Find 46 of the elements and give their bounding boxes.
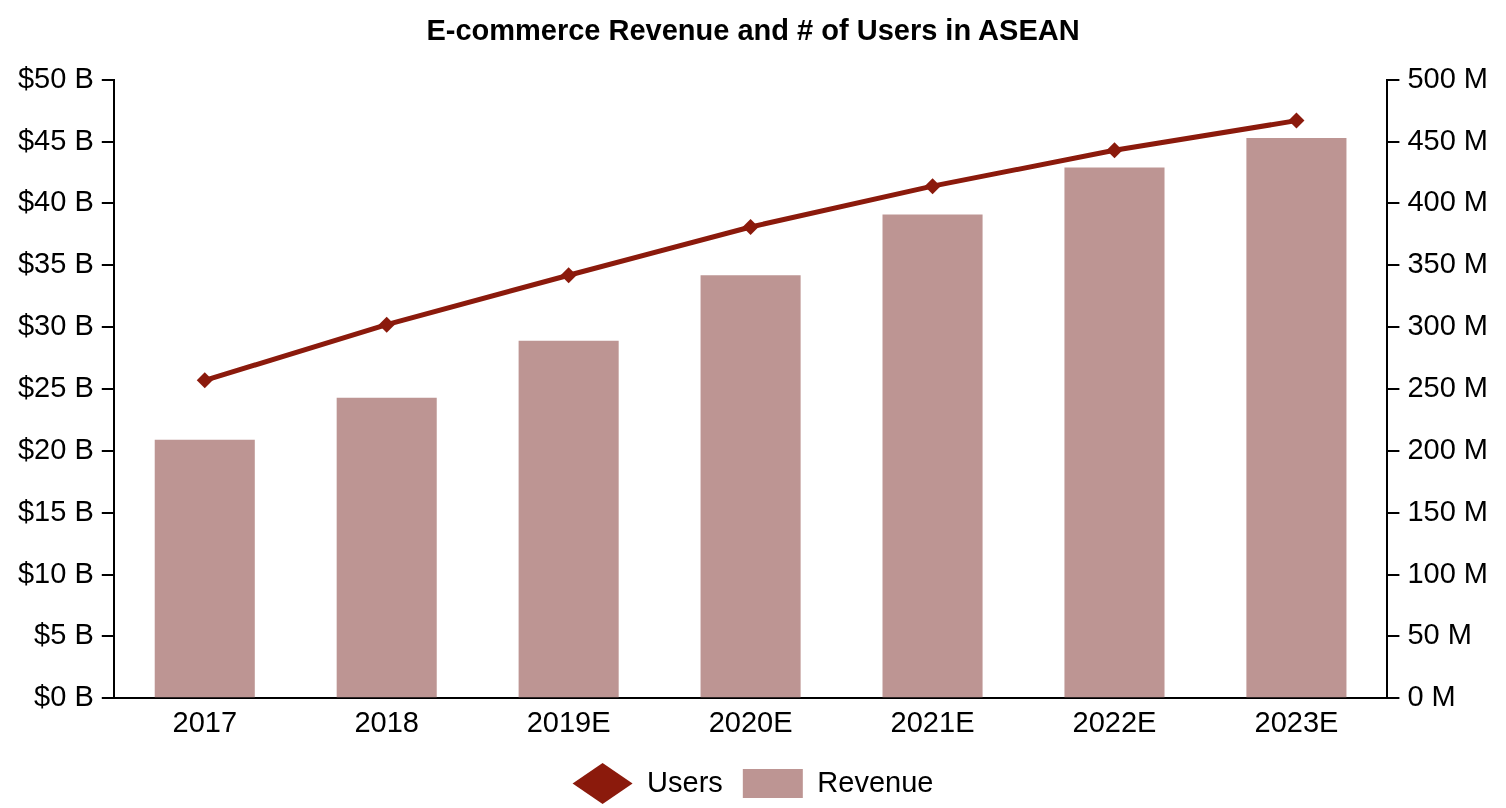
y-tick-label: $10 B	[17, 556, 94, 589]
y2-tick-label: 450 M	[1407, 123, 1489, 156]
bar	[154, 439, 255, 698]
y2-tick-label: 0 M	[1407, 680, 1456, 713]
chart-title: E-commerce Revenue and # of Users in ASEAN	[426, 14, 1080, 47]
point	[560, 267, 577, 284]
y2-tick-label: 50 M	[1407, 618, 1472, 651]
y-tick-label: $15 B	[17, 494, 94, 527]
point	[742, 218, 759, 235]
point	[378, 316, 395, 333]
y-tick-label: $50 B	[17, 61, 94, 94]
y-tick-label: $20 B	[17, 432, 94, 465]
y-tick-label: $5 B	[34, 618, 94, 651]
bar	[518, 340, 619, 698]
y2-tick-label: 400 M	[1407, 185, 1489, 218]
y2-tick-label: 250 M	[1407, 371, 1489, 403]
y-tick-label: $0 B	[34, 680, 94, 713]
x-tick-label: 2019E	[526, 705, 611, 738]
x-tick-label: 2018	[354, 705, 419, 738]
y-tick-label: $25 B	[17, 371, 94, 403]
x-tick-label: 2023E	[1254, 705, 1339, 738]
x-tick-label: 2020E	[708, 705, 793, 738]
y-tick-label: $45 B	[17, 123, 94, 156]
point	[924, 178, 941, 195]
point	[196, 372, 213, 389]
point	[1288, 112, 1305, 129]
y-tick-label: $30 B	[17, 309, 94, 342]
y2-tick-label: 150 M	[1407, 494, 1489, 527]
y2-tick-label: 200 M	[1407, 432, 1489, 465]
bar	[1064, 167, 1165, 698]
legend-label: Revenue	[817, 765, 934, 798]
legend-label: Users	[647, 765, 723, 798]
bar	[1246, 137, 1347, 698]
x-tick-label: 2021E	[890, 705, 975, 738]
x-tick-label: 2022E	[1072, 705, 1157, 738]
y-tick-label: $35 B	[17, 247, 94, 280]
point	[1106, 142, 1123, 159]
bar	[336, 397, 437, 698]
bar	[882, 214, 983, 698]
y2-tick-label: 350 M	[1407, 247, 1489, 280]
bar	[700, 275, 801, 698]
y2-tick-label: 500 M	[1407, 61, 1489, 94]
x-tick-label: 2017	[172, 705, 238, 738]
y2-tick-label: 100 M	[1407, 556, 1489, 589]
y-tick-label: $40 B	[17, 185, 94, 218]
y2-tick-label: 300 M	[1407, 309, 1489, 342]
